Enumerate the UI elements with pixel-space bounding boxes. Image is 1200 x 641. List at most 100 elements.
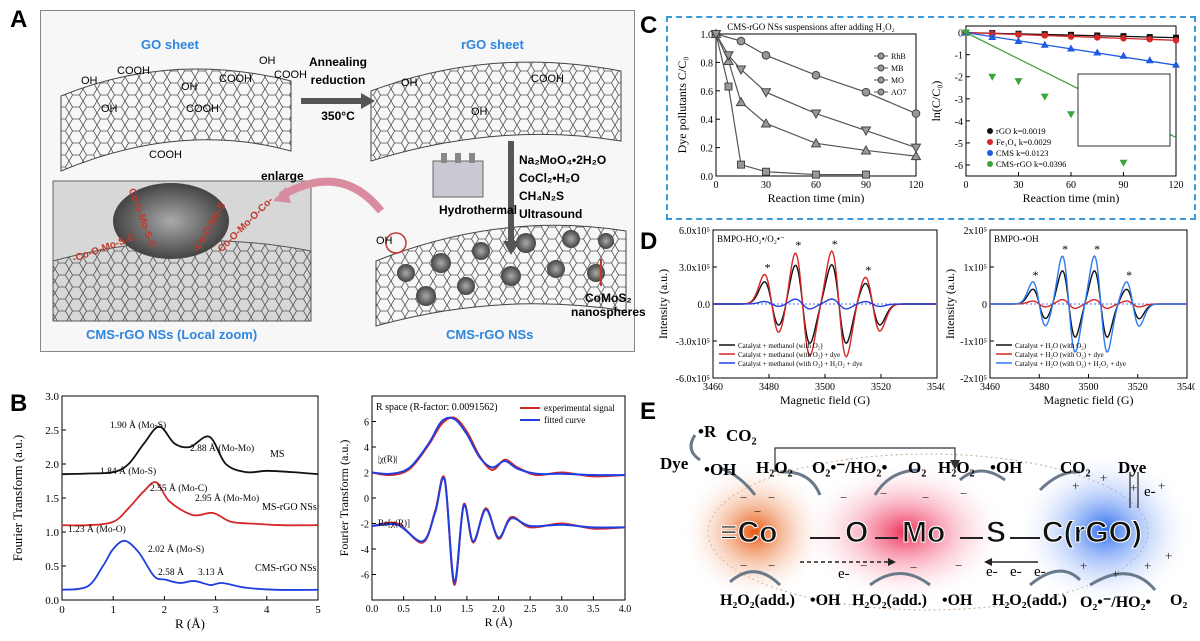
x-tick-label: 90 <box>1119 180 1129 191</box>
go-sheet-graphic <box>60 68 292 172</box>
y-tick-label: 1.5 <box>45 493 59 505</box>
x-tick-label: 2.0 <box>492 604 505 615</box>
y-tick-label: 0.8 <box>701 58 714 69</box>
series-line <box>371 475 626 586</box>
chem-label: OH <box>101 103 118 115</box>
oh-bottom-label-2: •OH <box>942 592 973 609</box>
go-sheet-label: GO sheet <box>141 37 199 52</box>
data-point <box>723 51 734 61</box>
data-point <box>1040 40 1049 48</box>
data-point <box>1119 51 1128 59</box>
legend-label: Catalyst + H₂O (with O₂) + dye <box>1015 351 1104 359</box>
y-tick-label: 3.0 <box>45 391 59 403</box>
data-point <box>860 144 872 155</box>
x-tick-label: 1.0 <box>429 604 442 615</box>
legend-label: AO7 <box>891 88 907 97</box>
legend-label: fitted curve <box>544 415 585 425</box>
schematic-svg <box>52 61 627 327</box>
svg-text:−: − <box>960 486 967 501</box>
data-point <box>962 29 970 37</box>
y-tick-label: -2x10⁵ <box>960 374 987 385</box>
y-axis-label: Intensity (a.u.) <box>656 269 670 339</box>
peak-annotation: 1.90 Å (Mo-S) <box>110 419 166 431</box>
panel-e-label: E <box>640 398 657 425</box>
series-line <box>371 476 626 584</box>
x-tick-label: 60 <box>811 180 821 191</box>
svg-text:−: − <box>740 558 747 573</box>
reagents-text: Na₂MoO₄•2H₂O CoCl₂•H₂O CH₄N₂S Ultrasound <box>519 153 607 221</box>
x-tick-label: 3480 <box>1029 382 1049 393</box>
y-axis-label: Fourier Transform (a.u.) <box>340 440 351 557</box>
chart-c-right: 0 30 60 90 120 0 -1 -2 -3 -4 -5 -6 Reaction time (mi… <box>929 25 1184 205</box>
series-line-mb <box>715 33 917 115</box>
local-zoom-label: CMS-rGO NSs (Local zoom) <box>86 327 258 342</box>
x-tick-label: 4 <box>264 604 270 616</box>
y-axis-label: Intensity (a.u.) <box>945 269 957 339</box>
autoclave-icon <box>432 153 484 198</box>
x-tick-label: 2.5 <box>524 604 537 615</box>
legend-label: Fe₃O₄ k=0.0029 <box>996 137 1051 147</box>
cms-rgo-sheet-graphic <box>375 224 627 327</box>
panel-e-diagram: − − − − − − − − − − − − + + + + + + + + ≡Co O Mo S C(r… <box>660 420 1195 636</box>
electron-label: e- <box>1010 564 1022 580</box>
x-tick-label: 3460 <box>703 382 723 393</box>
co2-label-2: CO₂ <box>1060 458 1091 477</box>
svg-text:+: + <box>1130 480 1137 495</box>
y-tick-label: -2 <box>955 73 963 84</box>
y-axis-label: Dye pollutants C/C₀ <box>675 57 689 154</box>
h2o2-add-label-3: H₂O₂(add.) <box>992 592 1067 609</box>
chart-b-right: 0.0 0.5 1.0 1.5 2.0 2.5 3.0 3.5 4.0 -6 -4 -2 0 2 4 6 R (… <box>340 395 632 629</box>
peak-annotation: 2.88 Å (Mo-Mo) <box>190 442 254 454</box>
peak-star: * <box>865 263 871 277</box>
charge-signs: − −− − − − − − − − − − +++ + ++++ <box>740 470 1172 581</box>
peak-annotation: 2.02 Å (Mo-S) <box>148 543 204 555</box>
panel-c-label: C <box>640 12 658 39</box>
data-point <box>810 109 822 120</box>
svg-text:−: − <box>955 558 962 573</box>
oh-label: •OH <box>704 460 737 479</box>
chart-d-right: 3460 3480 3500 3520 3540 2x10⁵ 1x10⁵ 0 -1x10⁵ -2x… <box>945 226 1195 407</box>
svg-text:+: + <box>1144 558 1151 573</box>
y-tick-label: 0 <box>982 300 987 311</box>
x-tick-label: 120 <box>909 180 924 191</box>
y-tick-label: 6.0x10⁵ <box>679 226 710 237</box>
peak-star: * <box>765 260 771 274</box>
y-tick-label: 0.0 <box>698 300 711 311</box>
rgo-sheet-label: rGO sheet <box>461 37 524 52</box>
svg-text:−: − <box>910 560 917 575</box>
x-tick-label: 4.0 <box>619 604 632 615</box>
y-axis-label: ln(C/C₀) <box>929 81 943 122</box>
svg-text:+: + <box>1100 470 1107 485</box>
legend-marker <box>877 88 885 96</box>
y-tick-label: 0.4 <box>701 115 714 126</box>
x-tick-label: 0 <box>964 180 969 191</box>
legend-label: RhB <box>891 52 906 61</box>
y-tick-label: 0.0 <box>45 595 59 607</box>
series-label: MS-rGO NSs <box>262 502 317 513</box>
data-point <box>1041 32 1048 39</box>
y-axis-label: Fourier Transform (a.u.) <box>10 435 25 561</box>
x-axis-label: R (Å) <box>175 616 205 631</box>
svg-text:+: + <box>1080 558 1087 573</box>
x-tick-label: 3.0 <box>556 604 569 615</box>
plot-frame <box>715 33 917 177</box>
y-tick-label: -3.0x10⁵ <box>676 337 710 348</box>
mechanism-svg: − −− − − − − − − − − − +++ + ++++ <box>680 434 1195 611</box>
e-label: e- <box>1144 484 1156 500</box>
x-tick-label: 0 <box>59 604 65 616</box>
svg-text:−: − <box>880 486 887 501</box>
data-point <box>735 65 747 76</box>
chart-title: CMS-rGO NSs suspensions after adding H₂O… <box>727 22 895 32</box>
panel-a-label: A <box>10 6 28 33</box>
y-tick-label: 2.0 <box>45 459 59 471</box>
y-tick-label: -5 <box>955 139 963 150</box>
data-point <box>737 160 745 169</box>
y-tick-label: 2 <box>364 469 369 480</box>
data-point <box>812 170 820 179</box>
chart-b-left: 0 1 2 3 4 5 0.0 0.5 1.0 1.5 2.0 2.5 3.0 R (Å) Fourier … <box>10 391 321 631</box>
x-tick-label: 60 <box>1066 180 1076 191</box>
hydrothermal-label: Hydrothermal <box>439 203 518 217</box>
series-line-ao7 <box>715 33 917 149</box>
superoxide-label: O₂•⁻/HO₂• <box>812 458 888 477</box>
x-tick-label: 0.0 <box>366 604 379 615</box>
